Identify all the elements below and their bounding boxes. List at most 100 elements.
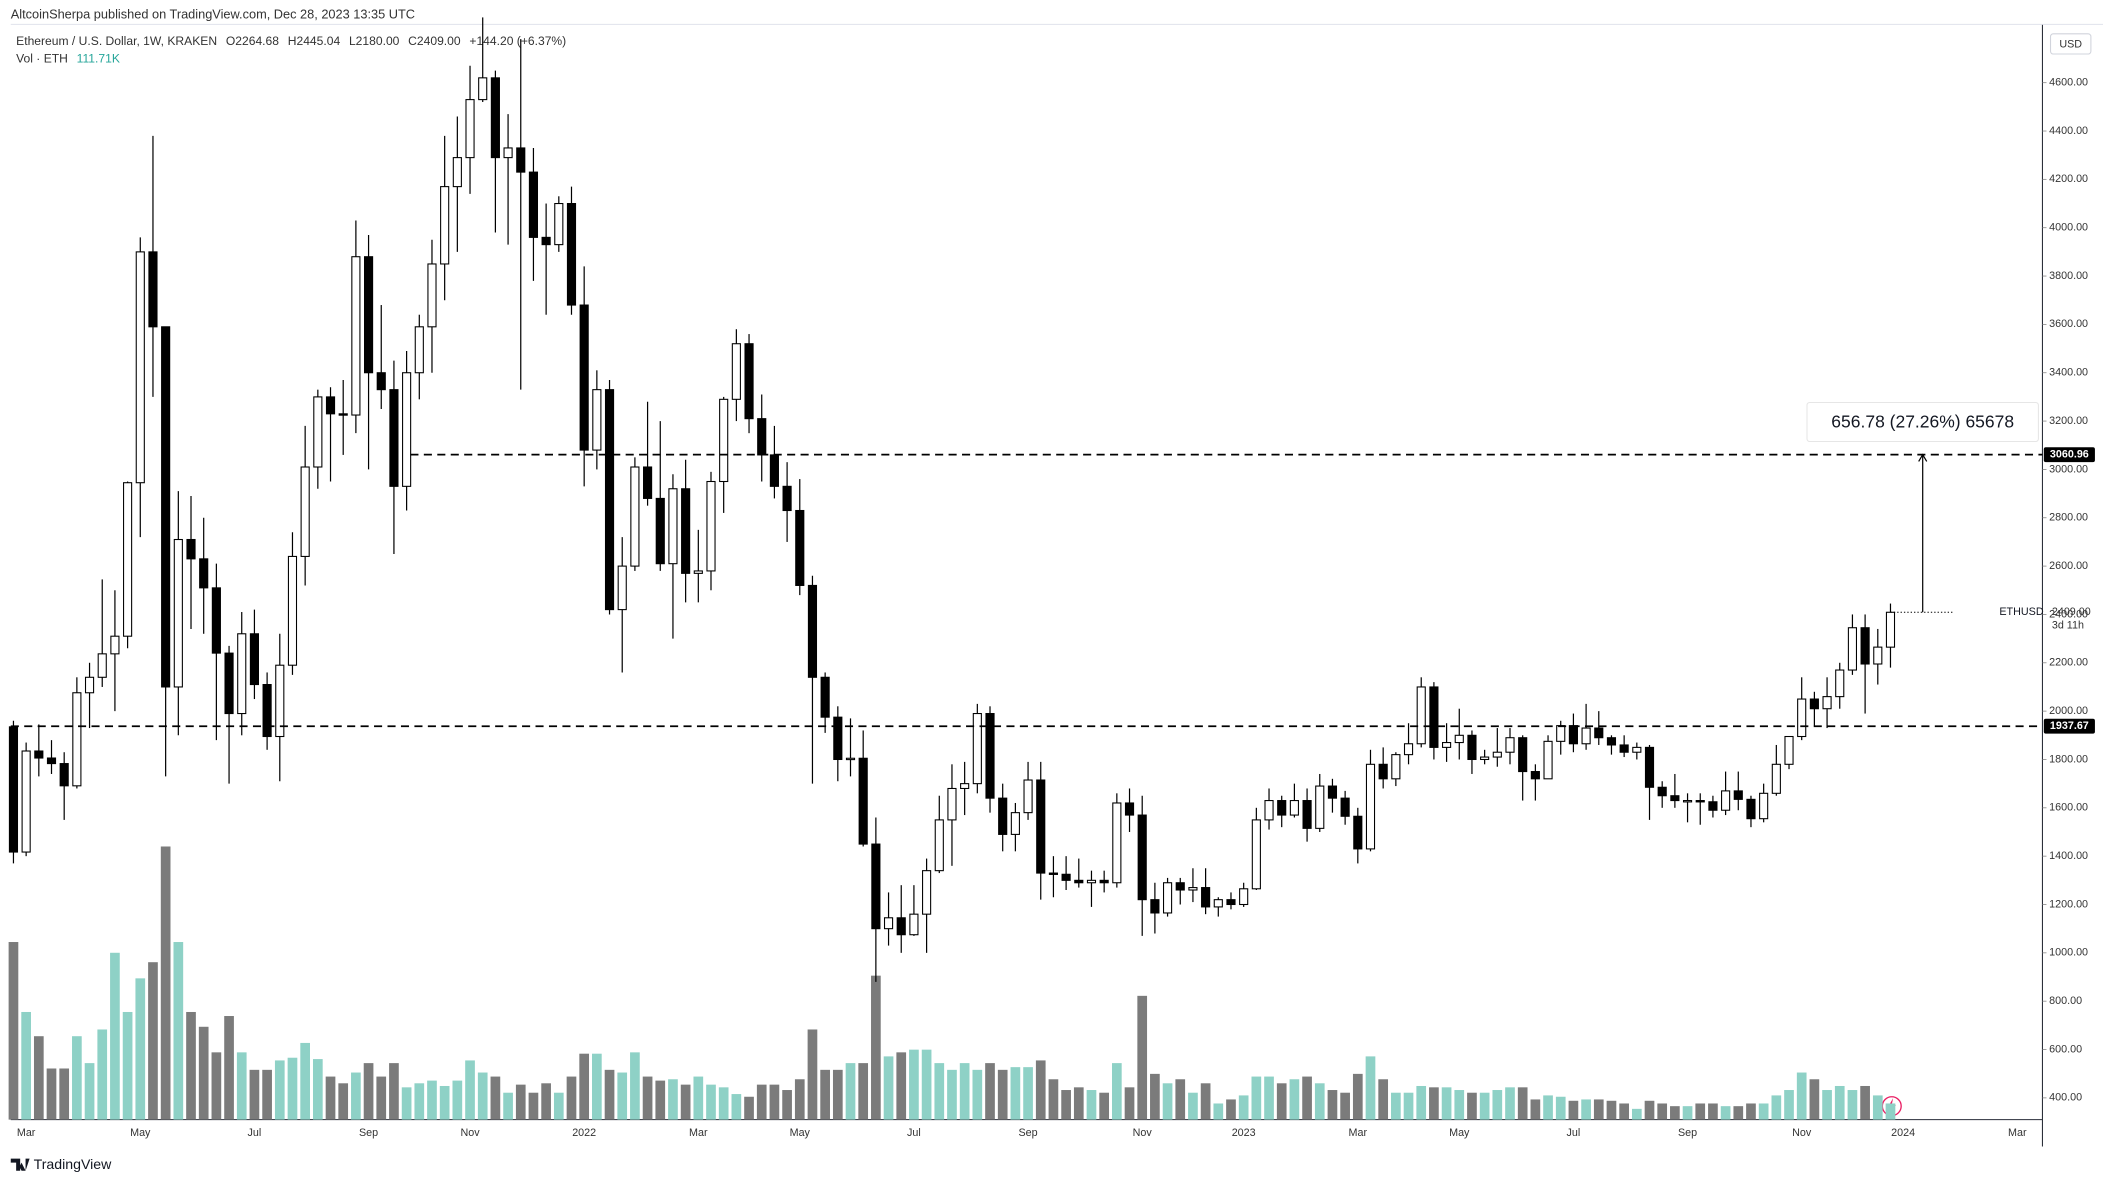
candle-body <box>1594 727 1604 739</box>
volume-bar <box>1226 1099 1236 1120</box>
x-tick-label: Sep <box>359 1127 378 1139</box>
candle-body <box>1657 786 1667 797</box>
volume-bar <box>1809 1079 1820 1120</box>
volume-bar <box>655 1080 666 1120</box>
candle-body <box>820 676 830 718</box>
volume-bar <box>1264 1076 1274 1120</box>
volume-bar <box>1568 1100 1579 1120</box>
volume-bar <box>1403 1092 1414 1120</box>
symbol-title: Ethereum / U.S. Dollar, 1W, KRAKEN <box>16 34 217 48</box>
volume-bar <box>845 1063 856 1120</box>
volume-bar <box>858 1063 869 1120</box>
volume-bar <box>300 1042 310 1120</box>
volume-bar <box>1391 1092 1401 1120</box>
volume-bar <box>1352 1073 1363 1120</box>
volume-bar <box>33 1036 44 1120</box>
volume-bar <box>1213 1103 1224 1120</box>
candle-body <box>579 304 589 451</box>
volume-bar <box>1657 1103 1668 1120</box>
candle-body <box>1175 882 1185 891</box>
volume-bar <box>820 1069 830 1120</box>
y-tick-label: 2600.00 <box>2049 560 2088 572</box>
volume-bar <box>1150 1073 1160 1120</box>
volume-bar <box>947 1069 957 1120</box>
candle-body <box>325 396 336 415</box>
volume-bar <box>452 1080 463 1120</box>
volume-bar <box>1733 1106 1744 1120</box>
candle-body <box>1822 696 1832 710</box>
x-tick-label: Nov <box>1133 1127 1153 1139</box>
candle-body <box>338 413 348 416</box>
y-tick-label: 1200.00 <box>2049 898 2088 910</box>
candle-body <box>1277 800 1287 816</box>
volume-bar <box>1340 1092 1350 1120</box>
volume-bar <box>972 1069 983 1120</box>
candle-body <box>173 538 183 688</box>
candle-body <box>1480 756 1490 761</box>
volume-bar <box>1670 1106 1680 1120</box>
volume-bar <box>883 1056 894 1120</box>
candle-body <box>1568 725 1578 745</box>
volume-bar <box>807 1029 818 1120</box>
volume-bar <box>1378 1079 1389 1120</box>
volume-bar <box>1784 1090 1794 1120</box>
volume-bar <box>617 1072 628 1120</box>
candle-body <box>617 565 627 611</box>
volume-bar <box>46 1068 57 1120</box>
candle-body <box>186 538 196 560</box>
volume-bar <box>604 1069 615 1120</box>
publisher-header: AltcoinSherpa published on TradingView.c… <box>11 6 415 21</box>
candle-body <box>1239 888 1249 906</box>
candle-body <box>604 389 615 611</box>
volume-bar <box>1061 1090 1071 1120</box>
candle-body <box>795 509 805 586</box>
x-tick-label: Mar <box>689 1127 708 1139</box>
volume-bar <box>706 1084 716 1120</box>
symbol-label: ETHUSD <box>1999 606 2043 618</box>
candle-body <box>1556 725 1566 742</box>
volume-bar <box>1822 1090 1832 1120</box>
candle-body <box>97 653 107 678</box>
candle-body <box>503 147 513 159</box>
candle-body <box>1809 698 1819 710</box>
volume-bar <box>1631 1108 1642 1120</box>
volume-bar <box>579 1053 590 1120</box>
candle-body <box>1302 800 1312 829</box>
volume-bar <box>1543 1095 1553 1120</box>
volume-layer <box>8 846 1896 1120</box>
candle-body <box>59 763 69 787</box>
candle-body <box>440 186 450 265</box>
currency-label: USD <box>2059 38 2082 50</box>
y-tick-label: 3000.00 <box>2049 463 2088 475</box>
volume-bar <box>401 1087 412 1120</box>
volume-bar <box>731 1094 742 1120</box>
volume-bar <box>1429 1087 1439 1120</box>
volume-bar <box>1746 1103 1756 1120</box>
candle-body <box>72 692 82 787</box>
volume-bar <box>1860 1085 1870 1120</box>
volume-bar <box>135 978 146 1120</box>
candle-body <box>211 587 221 654</box>
volume-bar <box>148 962 158 1120</box>
x-tick-label: 2024 <box>1891 1127 1915 1139</box>
y-tick-label: 800.00 <box>2049 995 2082 1007</box>
candle-body <box>402 372 412 487</box>
volume-bar <box>959 1063 970 1120</box>
footer-brand: TradingView <box>34 1156 112 1172</box>
volume-bar <box>414 1083 425 1120</box>
currency-box[interactable] <box>2049 33 2092 55</box>
candle-body <box>1771 763 1781 794</box>
volume-bar <box>528 1092 539 1120</box>
volume-bar <box>236 1052 247 1120</box>
candle-body <box>845 757 856 761</box>
volume-bar <box>1771 1095 1782 1120</box>
volume-bar <box>1530 1099 1541 1120</box>
x-tick-label: Nov <box>460 1127 480 1139</box>
candle-body <box>427 263 437 328</box>
volume-bar <box>1505 1087 1515 1120</box>
y-tick-label: 1600.00 <box>2049 802 2088 814</box>
candle-body <box>1010 812 1020 835</box>
y-tick-label: 1000.00 <box>2049 947 2088 959</box>
volume-bar <box>1162 1083 1173 1120</box>
candle-body <box>807 584 818 678</box>
